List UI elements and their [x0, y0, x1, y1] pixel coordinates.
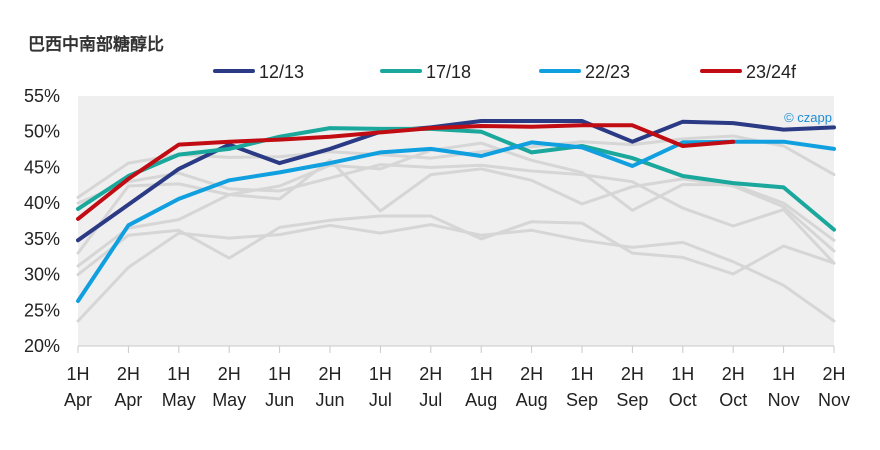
series-line-23-24f: [76, 123, 736, 221]
x-tick-label-half: 1H: [671, 364, 694, 384]
x-tick-label-month: Jun: [265, 390, 294, 410]
y-tick-label: 35%: [24, 229, 60, 249]
background-series-line-6: [76, 223, 836, 323]
x-tick-label-half: 1H: [369, 364, 392, 384]
x-tick-label-half: 1H: [66, 364, 89, 384]
x-tick-label-month: Aug: [516, 390, 548, 410]
background-series-layer: [76, 134, 836, 323]
x-tick-label-month: Sep: [616, 390, 648, 410]
y-tick-label: 50%: [24, 122, 60, 142]
x-tick-label-half: 2H: [621, 364, 644, 384]
x-tick-label-half: 1H: [268, 364, 291, 384]
y-tick-label: 55%: [24, 86, 60, 106]
background-series-line-2: [76, 163, 836, 265]
x-tick-label-half: 2H: [520, 364, 543, 384]
x-tick-label-month: Sep: [566, 390, 598, 410]
chart-title: 巴西中南部糖醇比: [28, 35, 164, 55]
x-tick-label-half: 2H: [822, 364, 845, 384]
x-tick-label-half: 1H: [470, 364, 493, 384]
x-tick-label-month: Aug: [465, 390, 497, 410]
series-line-12-13: [76, 119, 836, 243]
y-tick-label: 25%: [24, 300, 60, 320]
x-tick-label-month: Apr: [64, 390, 92, 410]
x-tick-label-half: 2H: [318, 364, 341, 384]
legend: 12/13 17/18 22/23 23/24f: [213, 62, 797, 82]
x-tick-label-month: Nov: [818, 390, 850, 410]
x-tick-label-month: Jul: [369, 390, 392, 410]
x-tick-label-month: May: [162, 390, 196, 410]
y-tick-label: 40%: [24, 193, 60, 213]
x-tick-label-month: May: [212, 390, 246, 410]
series-line-17-18: [76, 126, 836, 232]
x-tick-label-month: Oct: [669, 390, 697, 410]
x-tick-label-month: Jul: [419, 390, 442, 410]
legend-label-22-23: 22/23: [585, 62, 630, 82]
y-tick-label: 45%: [24, 157, 60, 177]
x-tick-label-half: 1H: [167, 364, 190, 384]
x-tick-label-month: Oct: [719, 390, 747, 410]
legend-label-12-13: 12/13: [259, 62, 304, 82]
x-tick-label-half: 1H: [570, 364, 593, 384]
x-tick-label-month: Jun: [315, 390, 344, 410]
axis-layer: 20% 25% 30% 35% 40% 45% 50% 55% 1H Apr 2H Apr 1H May 2…: [24, 86, 850, 410]
background-series-line-5: [76, 214, 836, 277]
x-tick-label-half: 2H: [117, 364, 140, 384]
x-tick-label-half: 2H: [218, 364, 241, 384]
x-tick-label-month: Nov: [768, 390, 800, 410]
series-layer: [76, 119, 836, 303]
x-tick-label-half: 2H: [722, 364, 745, 384]
czapp-watermark: © czapp: [784, 110, 832, 125]
legend-label-17-18: 17/18: [426, 62, 471, 82]
x-tick-label-half: 2H: [419, 364, 442, 384]
x-tick-label-half: 1H: [772, 364, 795, 384]
legend-label-23-24f: 23/24f: [746, 62, 797, 82]
background-series-line-4: [76, 141, 836, 268]
x-tick-label-month: Apr: [114, 390, 142, 410]
y-tick-label: 30%: [24, 265, 60, 285]
y-tick-label: 20%: [24, 336, 60, 356]
